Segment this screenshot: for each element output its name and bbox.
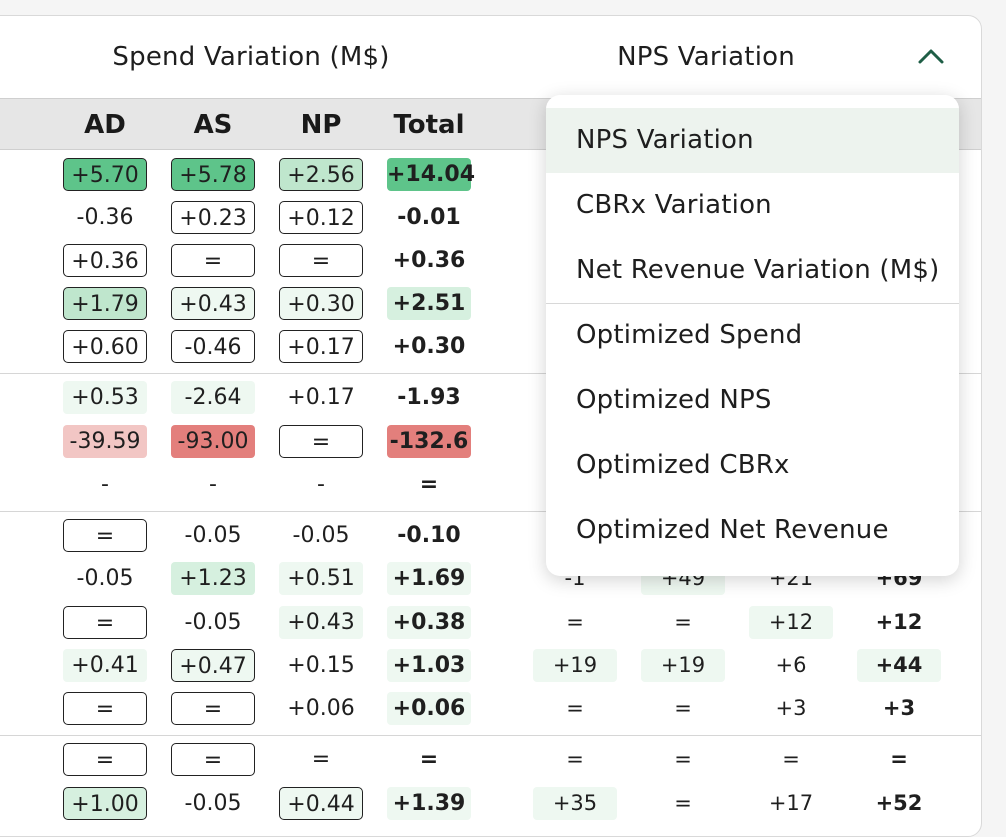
spend-cell-np: +0.30 xyxy=(279,287,363,320)
spend-cell-as: +0.43 xyxy=(171,287,255,320)
nps-cell-ad: = xyxy=(566,696,584,720)
spend-variation-header: Spend Variation (M$) xyxy=(112,42,390,72)
menu-divider xyxy=(546,303,959,304)
spend-cell-as: +1.23 xyxy=(171,562,255,595)
nps-cell-np: +6 xyxy=(775,653,807,677)
spend-cell-total: -0.10 xyxy=(397,523,461,548)
spend-cell-np: +0.43 xyxy=(279,606,363,639)
spend-cell-total: -0.01 xyxy=(397,205,461,230)
spend-cell-np: +0.17 xyxy=(287,385,355,410)
nps-cell-np: +17 xyxy=(768,791,814,815)
spend-cell-np: - xyxy=(317,472,325,497)
menu-item-optimized-net-revenue[interactable]: Optimized Net Revenue xyxy=(576,515,889,545)
spend-cell-total: +1.39 xyxy=(387,787,471,820)
spend-cell-as: -0.05 xyxy=(184,523,242,548)
column-header-total: Total xyxy=(393,110,465,140)
column-header-ad: AD xyxy=(84,110,126,140)
menu-item-optimized-spend[interactable]: Optimized Spend xyxy=(576,320,803,350)
group-divider xyxy=(0,511,981,512)
spend-cell-ad: +0.60 xyxy=(63,330,147,363)
spend-cell-total: +0.06 xyxy=(387,692,471,725)
spend-cell-ad: -0.05 xyxy=(76,566,134,591)
nps-cell-total: +44 xyxy=(857,649,941,682)
spend-cell-np: +0.12 xyxy=(279,201,363,234)
nps-cell-total: +12 xyxy=(875,610,923,634)
nps-cell-np: +12 xyxy=(749,606,833,639)
menu-item-optimized-cbrx[interactable]: Optimized CBRx xyxy=(576,450,790,480)
menu-item-nps-variation[interactable]: NPS Variation xyxy=(546,108,959,173)
menu-item-cbrx-variation[interactable]: CBRx Variation xyxy=(576,190,772,220)
nps-cell-total: = xyxy=(890,747,908,771)
spend-cell-as: -0.05 xyxy=(184,791,242,816)
spend-cell-np: +0.17 xyxy=(279,330,363,363)
spend-cell-total: = xyxy=(419,472,439,497)
spend-cell-np: +0.44 xyxy=(279,787,363,820)
spend-cell-ad: = xyxy=(63,519,147,552)
nps-cell-ad: +35 xyxy=(533,787,617,820)
spend-cell-ad: = xyxy=(63,606,147,639)
spend-cell-total: +0.30 xyxy=(392,334,466,359)
column-header-np: NP xyxy=(300,110,342,140)
spend-cell-ad: - xyxy=(101,472,109,497)
spend-cell-total: +14.04 xyxy=(387,158,475,191)
spend-cell-as: -0.46 xyxy=(171,330,255,363)
spend-cell-np: = xyxy=(279,244,363,277)
nps-cell-as: = xyxy=(674,610,692,634)
spend-cell-total: -1.93 xyxy=(397,385,461,410)
spend-cell-total: +1.03 xyxy=(387,649,471,682)
spend-cell-np: +0.06 xyxy=(287,696,355,721)
spend-cell-total: +1.69 xyxy=(387,562,471,595)
spend-cell-as: -2.64 xyxy=(171,381,255,414)
nps-cell-as: +19 xyxy=(641,649,725,682)
spend-cell-np: -0.05 xyxy=(292,523,350,548)
nps-cell-as: = xyxy=(674,747,692,771)
spend-cell-ad: = xyxy=(63,743,147,776)
spend-cell-total: +2.51 xyxy=(387,287,471,320)
menu-item-optimized-nps[interactable]: Optimized NPS xyxy=(576,385,772,415)
nps-cell-ad: +19 xyxy=(533,649,617,682)
spend-cell-ad: +1.00 xyxy=(63,787,147,820)
spend-cell-ad: +0.41 xyxy=(63,649,147,682)
nps-cell-total: +52 xyxy=(875,791,923,815)
spend-cell-total: +0.36 xyxy=(392,248,466,273)
nps-cell-as: = xyxy=(674,696,692,720)
spend-cell-ad: +5.70 xyxy=(63,158,147,191)
nps-cell-total: +3 xyxy=(882,696,916,720)
spend-cell-as: = xyxy=(171,244,255,277)
chevron-up-icon[interactable] xyxy=(916,44,946,68)
spend-cell-as: = xyxy=(171,692,255,725)
nps-cell-as: = xyxy=(674,791,692,815)
spend-cell-np: = xyxy=(311,747,331,772)
spend-cell-ad: +0.36 xyxy=(63,244,147,277)
spend-cell-ad: = xyxy=(63,692,147,725)
spend-cell-np: +0.15 xyxy=(287,653,355,678)
menu-item-net-revenue-variation[interactable]: Net Revenue Variation (M$) xyxy=(576,255,940,285)
spend-cell-total: -132.6 xyxy=(387,425,471,458)
spend-cell-as: +0.23 xyxy=(171,201,255,234)
nps-cell-ad: = xyxy=(566,610,584,634)
metric-variation-header[interactable]: NPS Variation xyxy=(617,42,795,72)
spend-cell-as: +0.47 xyxy=(171,649,255,682)
spend-cell-as: - xyxy=(209,472,217,497)
spend-cell-np: +2.56 xyxy=(279,158,363,191)
nps-cell-ad: = xyxy=(566,747,584,771)
spend-cell-as: +5.78 xyxy=(171,158,255,191)
spend-cell-as: -93.00 xyxy=(171,425,255,458)
spend-cell-np: +0.51 xyxy=(279,562,363,595)
spend-cell-ad: -0.36 xyxy=(76,205,134,230)
spend-cell-total: +0.38 xyxy=(387,606,471,639)
nps-cell-np: +3 xyxy=(775,696,807,720)
spend-cell-ad: -39.59 xyxy=(63,425,147,458)
group-divider xyxy=(0,373,981,374)
spend-cell-total: = xyxy=(419,747,439,772)
spend-cell-as: = xyxy=(171,743,255,776)
spend-cell-as: -0.05 xyxy=(184,610,242,635)
spend-cell-np: = xyxy=(279,425,363,458)
group-divider xyxy=(0,735,981,736)
nps-cell-np: = xyxy=(782,747,800,771)
column-header-as: AS xyxy=(193,110,233,140)
metric-dropdown-menu: NPS Variation CBRx Variation Net Revenue… xyxy=(546,95,959,576)
spend-cell-ad: +1.79 xyxy=(63,287,147,320)
spend-cell-ad: +0.53 xyxy=(63,381,147,414)
